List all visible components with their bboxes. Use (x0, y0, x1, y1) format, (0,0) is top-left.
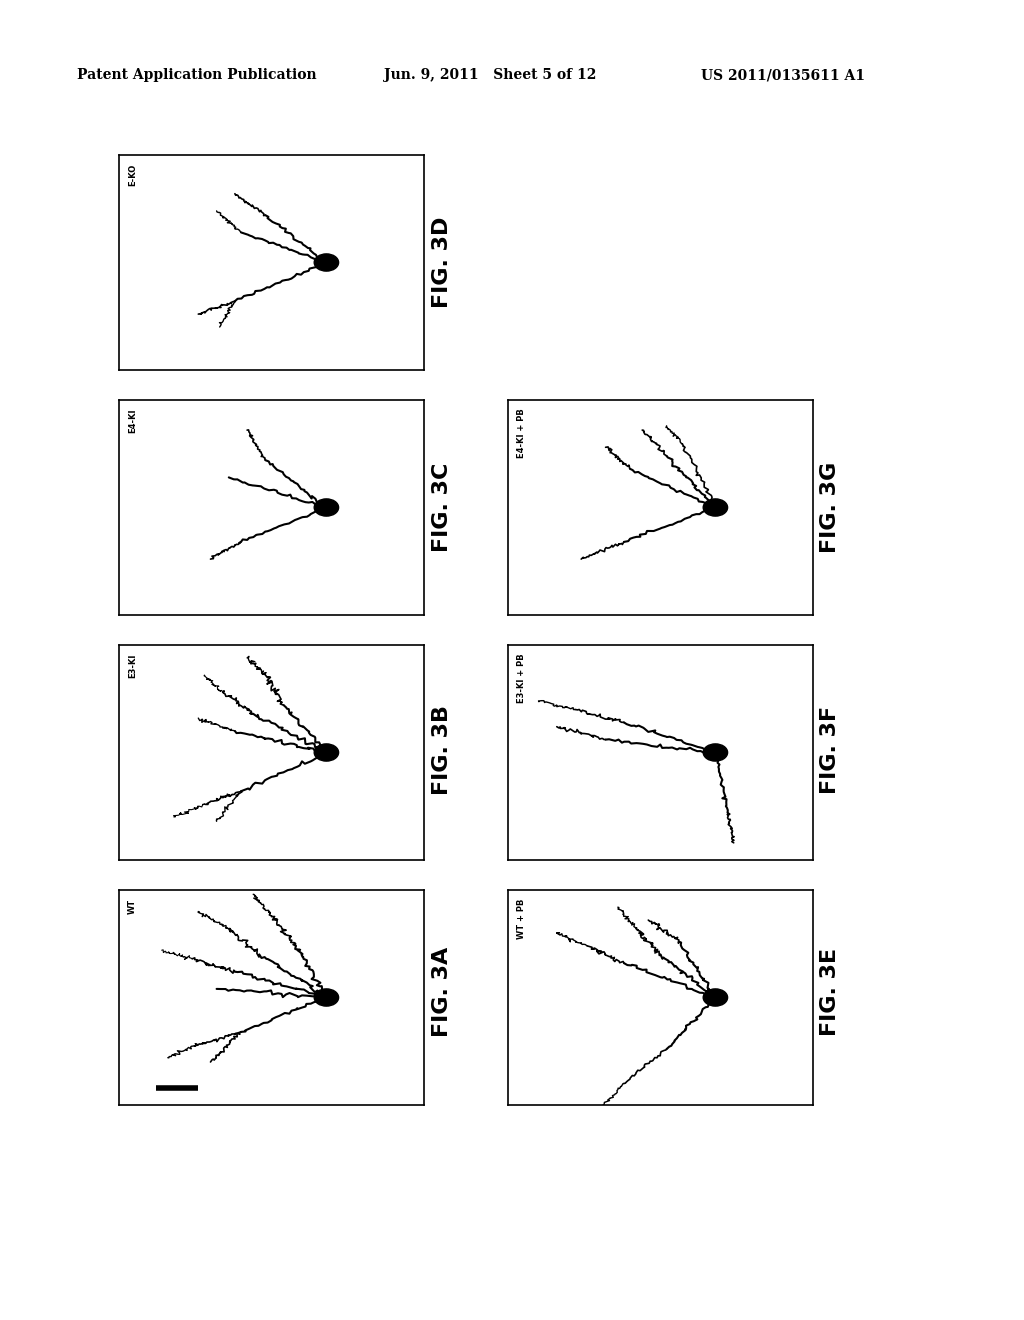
Circle shape (703, 499, 728, 516)
Text: FIG. 3B: FIG. 3B (432, 705, 452, 795)
Circle shape (314, 253, 339, 271)
Text: FIG. 3E: FIG. 3E (820, 948, 840, 1036)
Text: FIG. 3A: FIG. 3A (432, 946, 452, 1038)
Text: WT + PB: WT + PB (517, 899, 526, 939)
Text: FIG. 3C: FIG. 3C (432, 462, 452, 552)
Text: E3-KI + PB: E3-KI + PB (517, 653, 526, 704)
Circle shape (314, 744, 339, 762)
Circle shape (703, 744, 728, 762)
Text: FIG. 3D: FIG. 3D (432, 216, 452, 308)
Text: E4-KI: E4-KI (128, 409, 137, 433)
Circle shape (703, 989, 728, 1006)
Text: E3-KI: E3-KI (128, 653, 137, 678)
Text: Jun. 9, 2011   Sheet 5 of 12: Jun. 9, 2011 Sheet 5 of 12 (384, 69, 596, 82)
Circle shape (314, 499, 339, 516)
Circle shape (314, 989, 339, 1006)
Text: E4-KI + PB: E4-KI + PB (517, 409, 526, 458)
Text: WT: WT (128, 899, 137, 913)
Text: FIG. 3G: FIG. 3G (820, 462, 840, 553)
Text: FIG. 3F: FIG. 3F (820, 706, 840, 795)
Text: US 2011/0135611 A1: US 2011/0135611 A1 (701, 69, 865, 82)
Text: Patent Application Publication: Patent Application Publication (77, 69, 316, 82)
Text: E-KO: E-KO (128, 164, 137, 186)
